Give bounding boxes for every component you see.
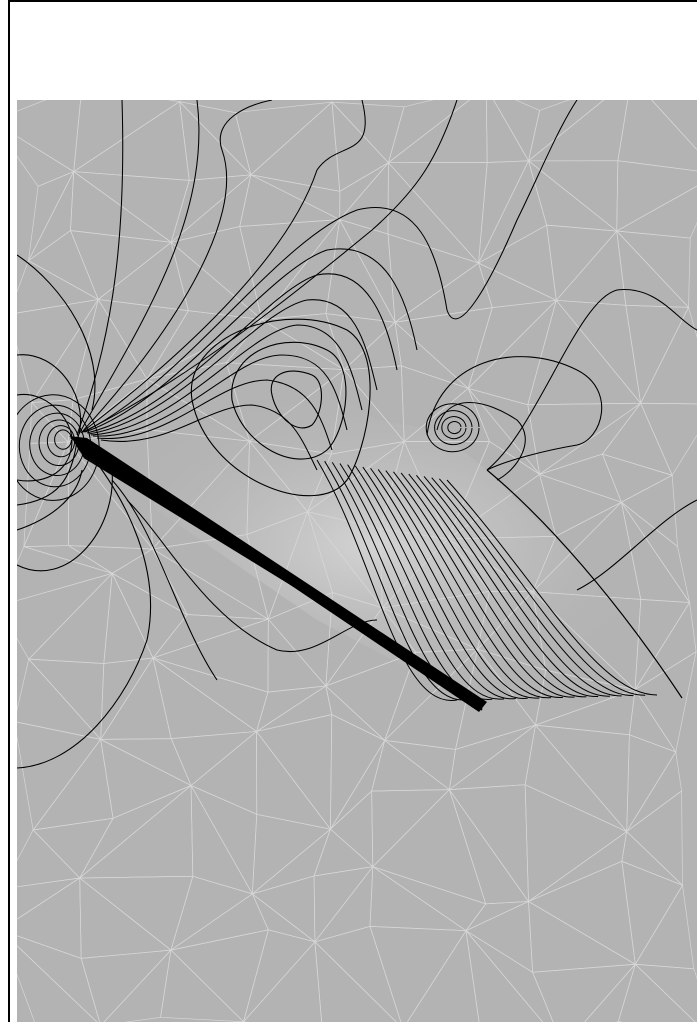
- trailing-contour: [416, 474, 610, 697]
- right-outer-contour: [486, 289, 697, 471]
- mesh-triangle: [160, 949, 245, 1022]
- fan-contour: [80, 100, 273, 434]
- trailing-contour: [370, 467, 540, 699]
- fan-contour: [84, 248, 418, 433]
- trailing-contour: [400, 472, 587, 698]
- right-pole-contour: [447, 421, 462, 435]
- fan-contour: [78, 100, 200, 435]
- trailing-contour: [423, 476, 622, 697]
- mesh-triangle: [617, 963, 696, 1022]
- fan-contour: [90, 324, 363, 436]
- mesh-triangle: [465, 929, 544, 1022]
- peak-loop-contour: [190, 318, 371, 497]
- contour-lines: [17, 100, 697, 769]
- right-pole-contour: [425, 403, 480, 453]
- fan-contour: [100, 404, 318, 471]
- left-upper-contour: [17, 254, 96, 411]
- fan-contour: [82, 100, 458, 433]
- trailing-contour: [385, 470, 563, 698]
- right-outer-contour: [426, 356, 603, 471]
- source-ring-contour: [54, 429, 72, 450]
- trailing-contour: [408, 473, 599, 697]
- frame-top-border: [8, 0, 697, 2]
- source-ring-contour: [46, 425, 76, 458]
- peak-loop-contour: [231, 341, 347, 460]
- trailing-contour: [438, 478, 646, 696]
- right-pole-contour: [441, 416, 467, 440]
- trailing-contour: [316, 459, 458, 701]
- trailing-contour: [393, 471, 575, 698]
- frame-left-border: [8, 0, 10, 1022]
- fan-contour: [88, 299, 378, 435]
- fan-contour: [96, 379, 333, 451]
- right-pole-contour: [436, 402, 526, 481]
- contour-plot: [17, 100, 697, 1022]
- light-field-region: [77, 380, 677, 710]
- left-loop-contour: [17, 393, 73, 482]
- fan-contour: [81, 100, 366, 433]
- left-lower-contour: [17, 469, 83, 531]
- contour-plot-svg: [17, 100, 697, 1022]
- trailing-contour: [377, 469, 552, 699]
- fan-contour: [86, 273, 398, 434]
- trailing-contour: [324, 460, 469, 701]
- wing-edge-contour: [486, 469, 683, 699]
- right-pole-contour: [434, 410, 473, 446]
- mesh-triangle: [17, 945, 98, 1022]
- fan-contour: [83, 100, 578, 433]
- trailing-contour: [446, 479, 658, 696]
- trailing-contour: [347, 464, 505, 700]
- mesh-triangle: [314, 940, 397, 1022]
- fan-contour: [92, 354, 348, 437]
- lower-contour: [126, 499, 378, 653]
- leading-edge-dense-contours: [69, 436, 487, 712]
- fan-contour: [76, 100, 124, 436]
- source-ring-contour: [29, 412, 85, 476]
- trailing-contour: [431, 477, 634, 697]
- lower-contour: [111, 479, 218, 681]
- peak-loop-contour: [270, 370, 323, 429]
- leading-edge-band: [69, 436, 487, 712]
- left-outer-contour: [17, 449, 151, 769]
- trailing-contour: [362, 466, 528, 699]
- trailing-contour: [354, 465, 516, 700]
- source-ring-contour: [18, 404, 92, 488]
- source-ring-contour: [38, 419, 80, 467]
- far-right-contour: [576, 499, 697, 591]
